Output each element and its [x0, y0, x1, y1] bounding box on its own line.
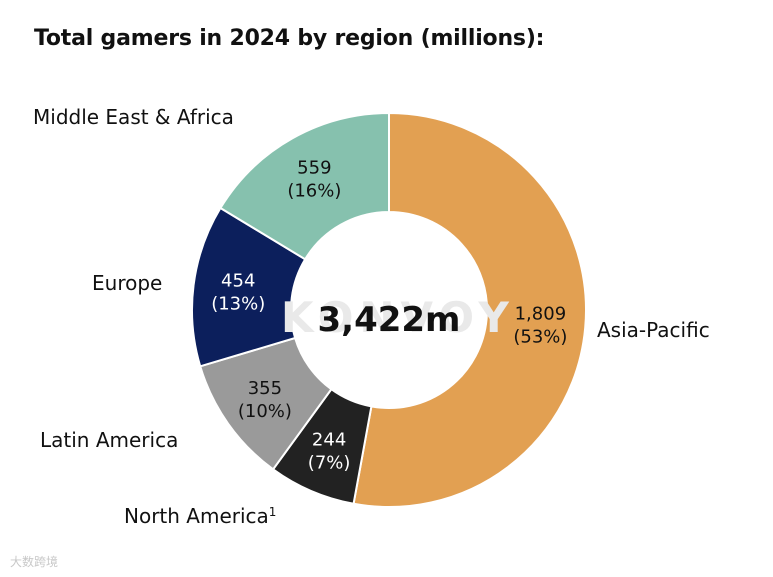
slice-value-latin-america: 355 — [248, 378, 282, 399]
watermark-text: KONVOY — [281, 293, 515, 342]
slice-value-europe: 454 — [221, 271, 255, 292]
region-labels: Asia-Pacific North America1 Latin America E… — [33, 105, 710, 528]
slice-value-asia-pacific: 1,809 — [515, 304, 567, 325]
source-watermark: 大数跨境 — [10, 555, 59, 569]
slice-value-middle-east-africa: 559 — [297, 158, 331, 179]
region-label-north-america: North America1 — [124, 504, 276, 528]
slice-percent-europe: (13%) — [211, 294, 265, 315]
region-label-latin-america: Latin America — [40, 428, 178, 452]
slice-percent-middle-east-africa: (16%) — [287, 181, 341, 202]
slice-percent-asia-pacific: (53%) — [513, 327, 567, 348]
center-total: 3,422m — [318, 300, 461, 340]
donut-slices — [191, 111, 587, 508]
slice-percent-latin-america: (10%) — [238, 401, 292, 422]
region-label-europe: Europe — [92, 271, 162, 295]
footnote-marker: 1 — [269, 505, 277, 519]
slice-percent-north-america: (7%) — [308, 453, 351, 474]
chart-title: Total gamers in 2024 by region (millions… — [34, 26, 545, 51]
slice-value-north-america: 244 — [312, 430, 346, 451]
region-label-asia-pacific: Asia-Pacific — [597, 318, 710, 342]
region-label-middle-east-africa: Middle East & Africa — [33, 105, 234, 129]
slice-value-labels: 1,809(53%) 244(7%) 355(10%) 454(13%) 559(16%… — [211, 158, 567, 474]
donut-hole — [291, 212, 487, 408]
